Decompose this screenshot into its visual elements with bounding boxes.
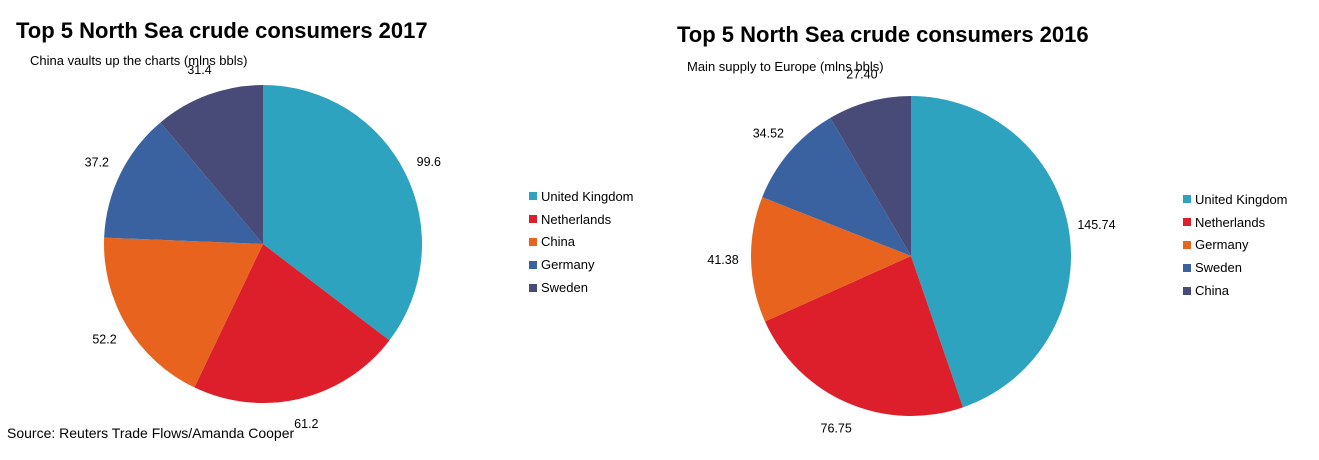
source-note: Source: Reuters Trade Flows/Amanda Coope…: [7, 425, 295, 441]
legend-item-china: China: [1183, 279, 1288, 302]
legend-item-united-kingdom: United Kingdom: [1183, 188, 1288, 211]
pie-slice-sweden: [762, 117, 911, 257]
pie-slice-netherlands: [765, 256, 963, 416]
chart-title-2016: Top 5 North Sea crude consumers 2016: [677, 22, 1089, 47]
legend-2016: United Kingdom Netherlands Germany Sweden Ch…: [1183, 188, 1288, 302]
pie-slice-sweden: [160, 85, 263, 244]
data-label-china: 27.40: [846, 68, 877, 82]
data-label-sweden: 31.4: [187, 63, 211, 77]
legend-label: United Kingdom: [1195, 191, 1288, 207]
legend-swatch: [529, 260, 537, 269]
legend-swatch: [529, 215, 537, 224]
legend-label: Sweden: [1195, 260, 1242, 276]
data-label-sweden: 34.52: [753, 127, 784, 141]
legend-item-netherlands: Netherlands: [1183, 211, 1288, 234]
legend-item-netherlands: Netherlands: [529, 208, 634, 231]
legend-label: Netherlands: [541, 211, 612, 227]
legend-label: China: [541, 234, 575, 250]
legend-item-sweden: Sweden: [1183, 256, 1288, 279]
legend-swatch: [1183, 286, 1191, 295]
pie-slice-germany: [104, 122, 263, 244]
legend-label: Germany: [541, 257, 595, 273]
pie-slice-united-kingdom: [263, 85, 422, 341]
legend-label: Netherlands: [1195, 214, 1266, 230]
legend-swatch: [1183, 263, 1191, 272]
pie-slice-united-kingdom: [911, 96, 1071, 408]
legend-swatch: [1183, 240, 1191, 249]
legend-2017: United Kingdom Netherlands China Germany Swe…: [529, 185, 634, 299]
legend-label: United Kingdom: [541, 188, 634, 204]
legend-item-sweden: Sweden: [529, 276, 634, 299]
data-label-netherlands: 61.2: [294, 417, 318, 431]
data-label-united-kingdom: 145.74: [1077, 218, 1115, 232]
chart-title-2017: Top 5 North Sea crude consumers 2017: [16, 18, 428, 43]
legend-swatch: [529, 192, 537, 201]
chart-subtitle-2017: China vaults up the charts (mlns bbls): [30, 53, 248, 68]
data-label-germany: 41.38: [707, 253, 738, 267]
pie-slice-netherlands: [194, 244, 390, 403]
data-label-germany: 37.2: [85, 156, 109, 170]
data-label-united-kingdom: 99.6: [417, 155, 441, 169]
pie-slice-germany: [751, 197, 911, 322]
legend-item-china: China: [529, 231, 634, 254]
pie-slice-china: [103, 237, 263, 388]
data-label-china: 52.2: [92, 332, 116, 346]
data-label-netherlands: 76.75: [821, 421, 852, 435]
legend-swatch: [529, 237, 537, 246]
legend-item-germany: Germany: [529, 253, 634, 276]
legend-label: China: [1195, 283, 1229, 299]
legend-item-united-kingdom: United Kingdom: [529, 185, 634, 208]
pie-slice-china: [830, 96, 911, 256]
legend-label: Germany: [1195, 237, 1249, 253]
legend-swatch: [529, 283, 537, 292]
legend-swatch: [1183, 195, 1191, 204]
legend-item-germany: Germany: [1183, 234, 1288, 257]
chart-subtitle-2016: Main supply to Europe (mlns bbls): [687, 59, 884, 74]
legend-swatch: [1183, 218, 1191, 227]
legend-label: Sweden: [541, 280, 588, 296]
